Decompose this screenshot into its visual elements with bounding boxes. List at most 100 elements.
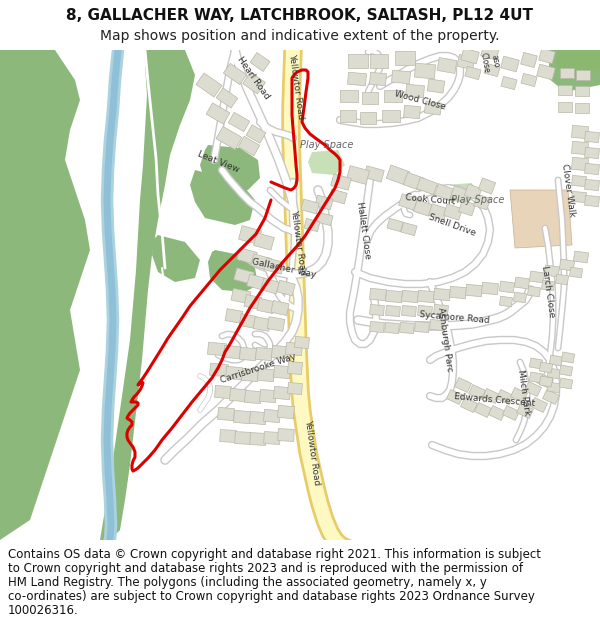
Bar <box>250 52 270 71</box>
Bar <box>572 126 589 139</box>
Bar <box>464 184 482 200</box>
Bar <box>524 381 541 396</box>
Bar <box>539 48 556 64</box>
Bar <box>347 72 367 86</box>
Bar <box>223 63 247 84</box>
Bar <box>347 166 370 184</box>
Text: Leat View: Leat View <box>196 149 240 174</box>
Bar <box>584 196 599 207</box>
Text: co-ordinates) are subject to Crown copyright and database rights 2023 Ordnance S: co-ordinates) are subject to Crown copyr… <box>8 590 535 603</box>
Bar <box>428 204 448 220</box>
Bar <box>238 136 260 156</box>
Bar <box>501 76 517 89</box>
Bar <box>242 72 265 94</box>
Bar <box>206 103 230 124</box>
Bar <box>521 73 537 87</box>
Bar <box>242 368 259 382</box>
Bar <box>250 432 266 446</box>
Bar <box>457 54 475 69</box>
Bar <box>584 163 599 174</box>
Bar <box>253 317 271 331</box>
Bar <box>251 254 271 270</box>
Bar <box>260 389 277 402</box>
Bar <box>244 294 262 309</box>
Polygon shape <box>556 50 600 78</box>
Bar <box>550 355 563 366</box>
Bar <box>562 352 575 363</box>
Polygon shape <box>152 235 200 282</box>
Bar <box>465 66 481 79</box>
Bar <box>220 429 236 442</box>
Bar <box>216 88 238 108</box>
Bar <box>274 366 290 379</box>
Text: to Crown copyright and database rights 2023 and is reproduced with the permissio: to Crown copyright and database rights 2… <box>8 562 523 575</box>
Bar <box>228 112 250 132</box>
Bar <box>418 306 433 317</box>
Bar <box>315 195 333 210</box>
Bar <box>274 386 290 399</box>
Bar <box>575 103 589 113</box>
Bar <box>218 408 235 421</box>
Bar <box>287 361 302 374</box>
Text: Hearl Road: Hearl Road <box>235 55 271 101</box>
Bar <box>434 184 454 201</box>
Bar <box>499 281 515 293</box>
Bar <box>386 306 400 317</box>
Bar <box>215 386 232 399</box>
Bar <box>482 282 499 294</box>
Bar <box>382 110 400 122</box>
Bar <box>247 274 265 290</box>
Bar <box>530 398 547 412</box>
Bar <box>235 432 251 444</box>
Bar <box>497 389 514 404</box>
Text: Cook Court: Cook Court <box>404 193 455 207</box>
Bar <box>514 277 530 289</box>
Bar <box>558 102 572 112</box>
Bar <box>231 288 251 304</box>
Bar <box>301 199 319 214</box>
Text: Sycamore Road: Sycamore Road <box>419 311 491 326</box>
Bar <box>272 346 289 359</box>
Bar <box>559 378 572 389</box>
Bar <box>233 411 250 424</box>
Text: 8, GALLACHER WAY, LATCHBROOK, SALTASH, PL12 4UT: 8, GALLACHER WAY, LATCHBROOK, SALTASH, P… <box>67 9 533 24</box>
Text: Gallacher Way: Gallacher Way <box>251 257 317 279</box>
Bar <box>413 200 433 216</box>
Bar <box>401 306 416 317</box>
Bar <box>403 173 425 191</box>
Bar <box>271 301 289 316</box>
Bar <box>267 317 285 331</box>
Bar <box>400 322 415 334</box>
Bar <box>572 141 589 154</box>
Bar <box>250 411 266 424</box>
Polygon shape <box>100 50 195 540</box>
Bar <box>287 382 302 394</box>
Bar <box>226 366 242 379</box>
Bar <box>584 148 599 159</box>
Text: Wood Close: Wood Close <box>394 89 446 111</box>
Bar <box>278 406 295 419</box>
Bar <box>569 268 583 278</box>
Bar <box>360 112 376 124</box>
Bar <box>257 299 275 314</box>
Bar <box>559 259 575 271</box>
Bar <box>488 406 505 421</box>
Bar <box>558 85 572 95</box>
Bar <box>547 368 560 379</box>
Bar <box>277 280 295 296</box>
Bar <box>278 429 295 441</box>
Bar <box>239 314 257 328</box>
Bar <box>404 106 421 119</box>
Bar <box>572 158 589 171</box>
Bar <box>245 391 262 404</box>
Bar <box>451 186 470 202</box>
Bar <box>208 342 226 356</box>
Bar <box>434 304 448 316</box>
Bar <box>264 258 284 274</box>
Bar <box>576 70 590 80</box>
Text: Carrisbrooke Way: Carrisbrooke Way <box>219 351 297 384</box>
Bar <box>572 176 586 187</box>
Bar <box>340 90 358 102</box>
Bar <box>584 131 599 142</box>
Polygon shape <box>308 150 345 175</box>
